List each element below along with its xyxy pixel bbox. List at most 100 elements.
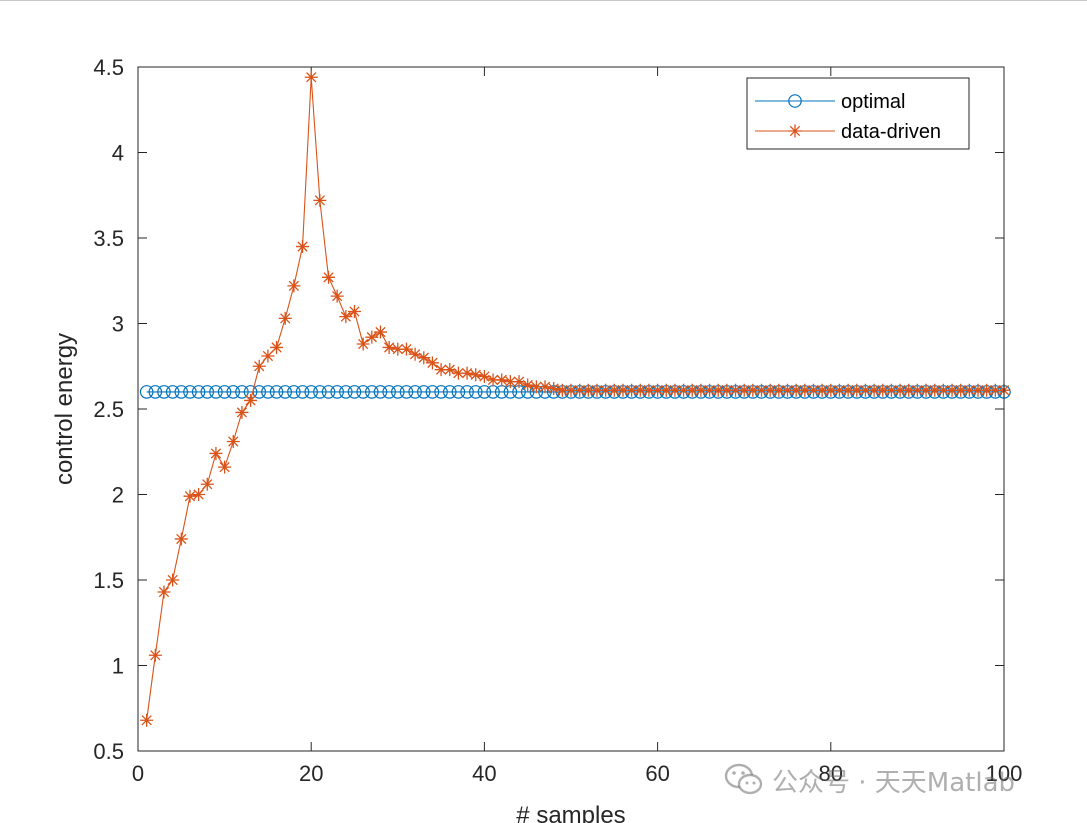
y-tick-label: 1 [112,654,124,679]
data-point [980,383,994,397]
data-point [547,381,561,395]
y-tick-label: 1.5 [93,568,124,593]
data-point [443,363,457,377]
y-tick-label: 3.5 [93,226,124,251]
y-tick-label: 4 [112,141,124,166]
data-point [590,383,604,397]
legend-swatch-marker [788,94,802,108]
data-point [226,434,240,448]
data-point [226,385,241,399]
x-tick-label: 0 [132,761,144,786]
data-point [261,385,275,399]
data-point [330,385,344,399]
data-point [304,385,318,399]
data-point [607,383,621,397]
data-point [356,337,370,351]
data-point [191,385,206,399]
data-point [218,460,232,474]
data-point [581,383,595,397]
x-tick-label: 80 [819,761,843,786]
data-point [330,289,344,303]
data-point [269,385,284,399]
data-point [685,383,699,397]
y-tick-label: 3 [112,312,124,337]
legend-swatch-marker [788,124,802,138]
data-point [425,385,440,399]
data-point [391,342,405,356]
data-point [148,385,163,399]
x-tick-label: 40 [472,761,496,786]
data-point [746,383,760,397]
plot-frame [137,66,1005,752]
data-point [399,385,414,399]
y-tick-label: 2.5 [93,397,124,422]
data-point [642,383,656,397]
data-point [304,70,318,84]
data-point [192,488,206,501]
data-point [954,383,968,397]
data-point [633,383,647,397]
data-point [945,383,959,397]
data-point [789,383,803,397]
data-point [347,385,362,399]
data-point [962,383,976,397]
data-point [434,363,448,377]
data-point [373,325,387,339]
data-point [521,378,535,392]
data-point [434,385,448,399]
data-point [200,385,215,399]
data-point [157,585,171,599]
data-point [442,385,457,399]
data-point [737,383,751,397]
data-point [495,373,509,387]
data-point [365,385,379,399]
data-point [157,385,171,399]
data-point [763,383,777,397]
data-point [399,342,413,356]
data-point [348,305,361,319]
data-point [451,366,465,380]
data-point [477,370,491,384]
data-point [382,340,396,354]
data-point [884,383,898,397]
data-point [313,385,327,399]
top-divider [0,0,1087,1]
data-point [295,385,310,399]
data-point [573,383,587,397]
data-point [183,385,197,399]
data-point [677,383,691,397]
data-point [469,368,483,382]
data-point [755,383,769,397]
y-tick-label: 0.5 [93,739,124,764]
data-point [278,311,292,325]
data-point [486,373,500,387]
data-point [659,383,673,397]
data-point [599,383,613,397]
data-point [781,383,794,397]
data-point [902,383,916,397]
data-point [416,385,431,399]
data-point [460,385,474,399]
data-point [971,383,985,397]
data-point [148,648,162,662]
data-point [270,340,284,354]
data-point [555,383,569,397]
y-tick-label: 4.5 [93,55,124,80]
legend-box [746,77,970,150]
data-point [832,383,846,397]
data-point [244,393,258,407]
data-point [711,383,725,397]
legend-label-data-driven: data-driven [841,121,941,143]
data-point [217,385,232,399]
data-point [287,279,301,293]
data-point [382,385,396,399]
data-point [322,270,336,284]
data-point [806,383,820,397]
data-point [919,383,933,397]
data-point [694,383,708,397]
data-point [140,713,154,727]
x-tick-label: 60 [645,761,669,786]
data-point [390,385,405,399]
data-point [200,477,214,491]
